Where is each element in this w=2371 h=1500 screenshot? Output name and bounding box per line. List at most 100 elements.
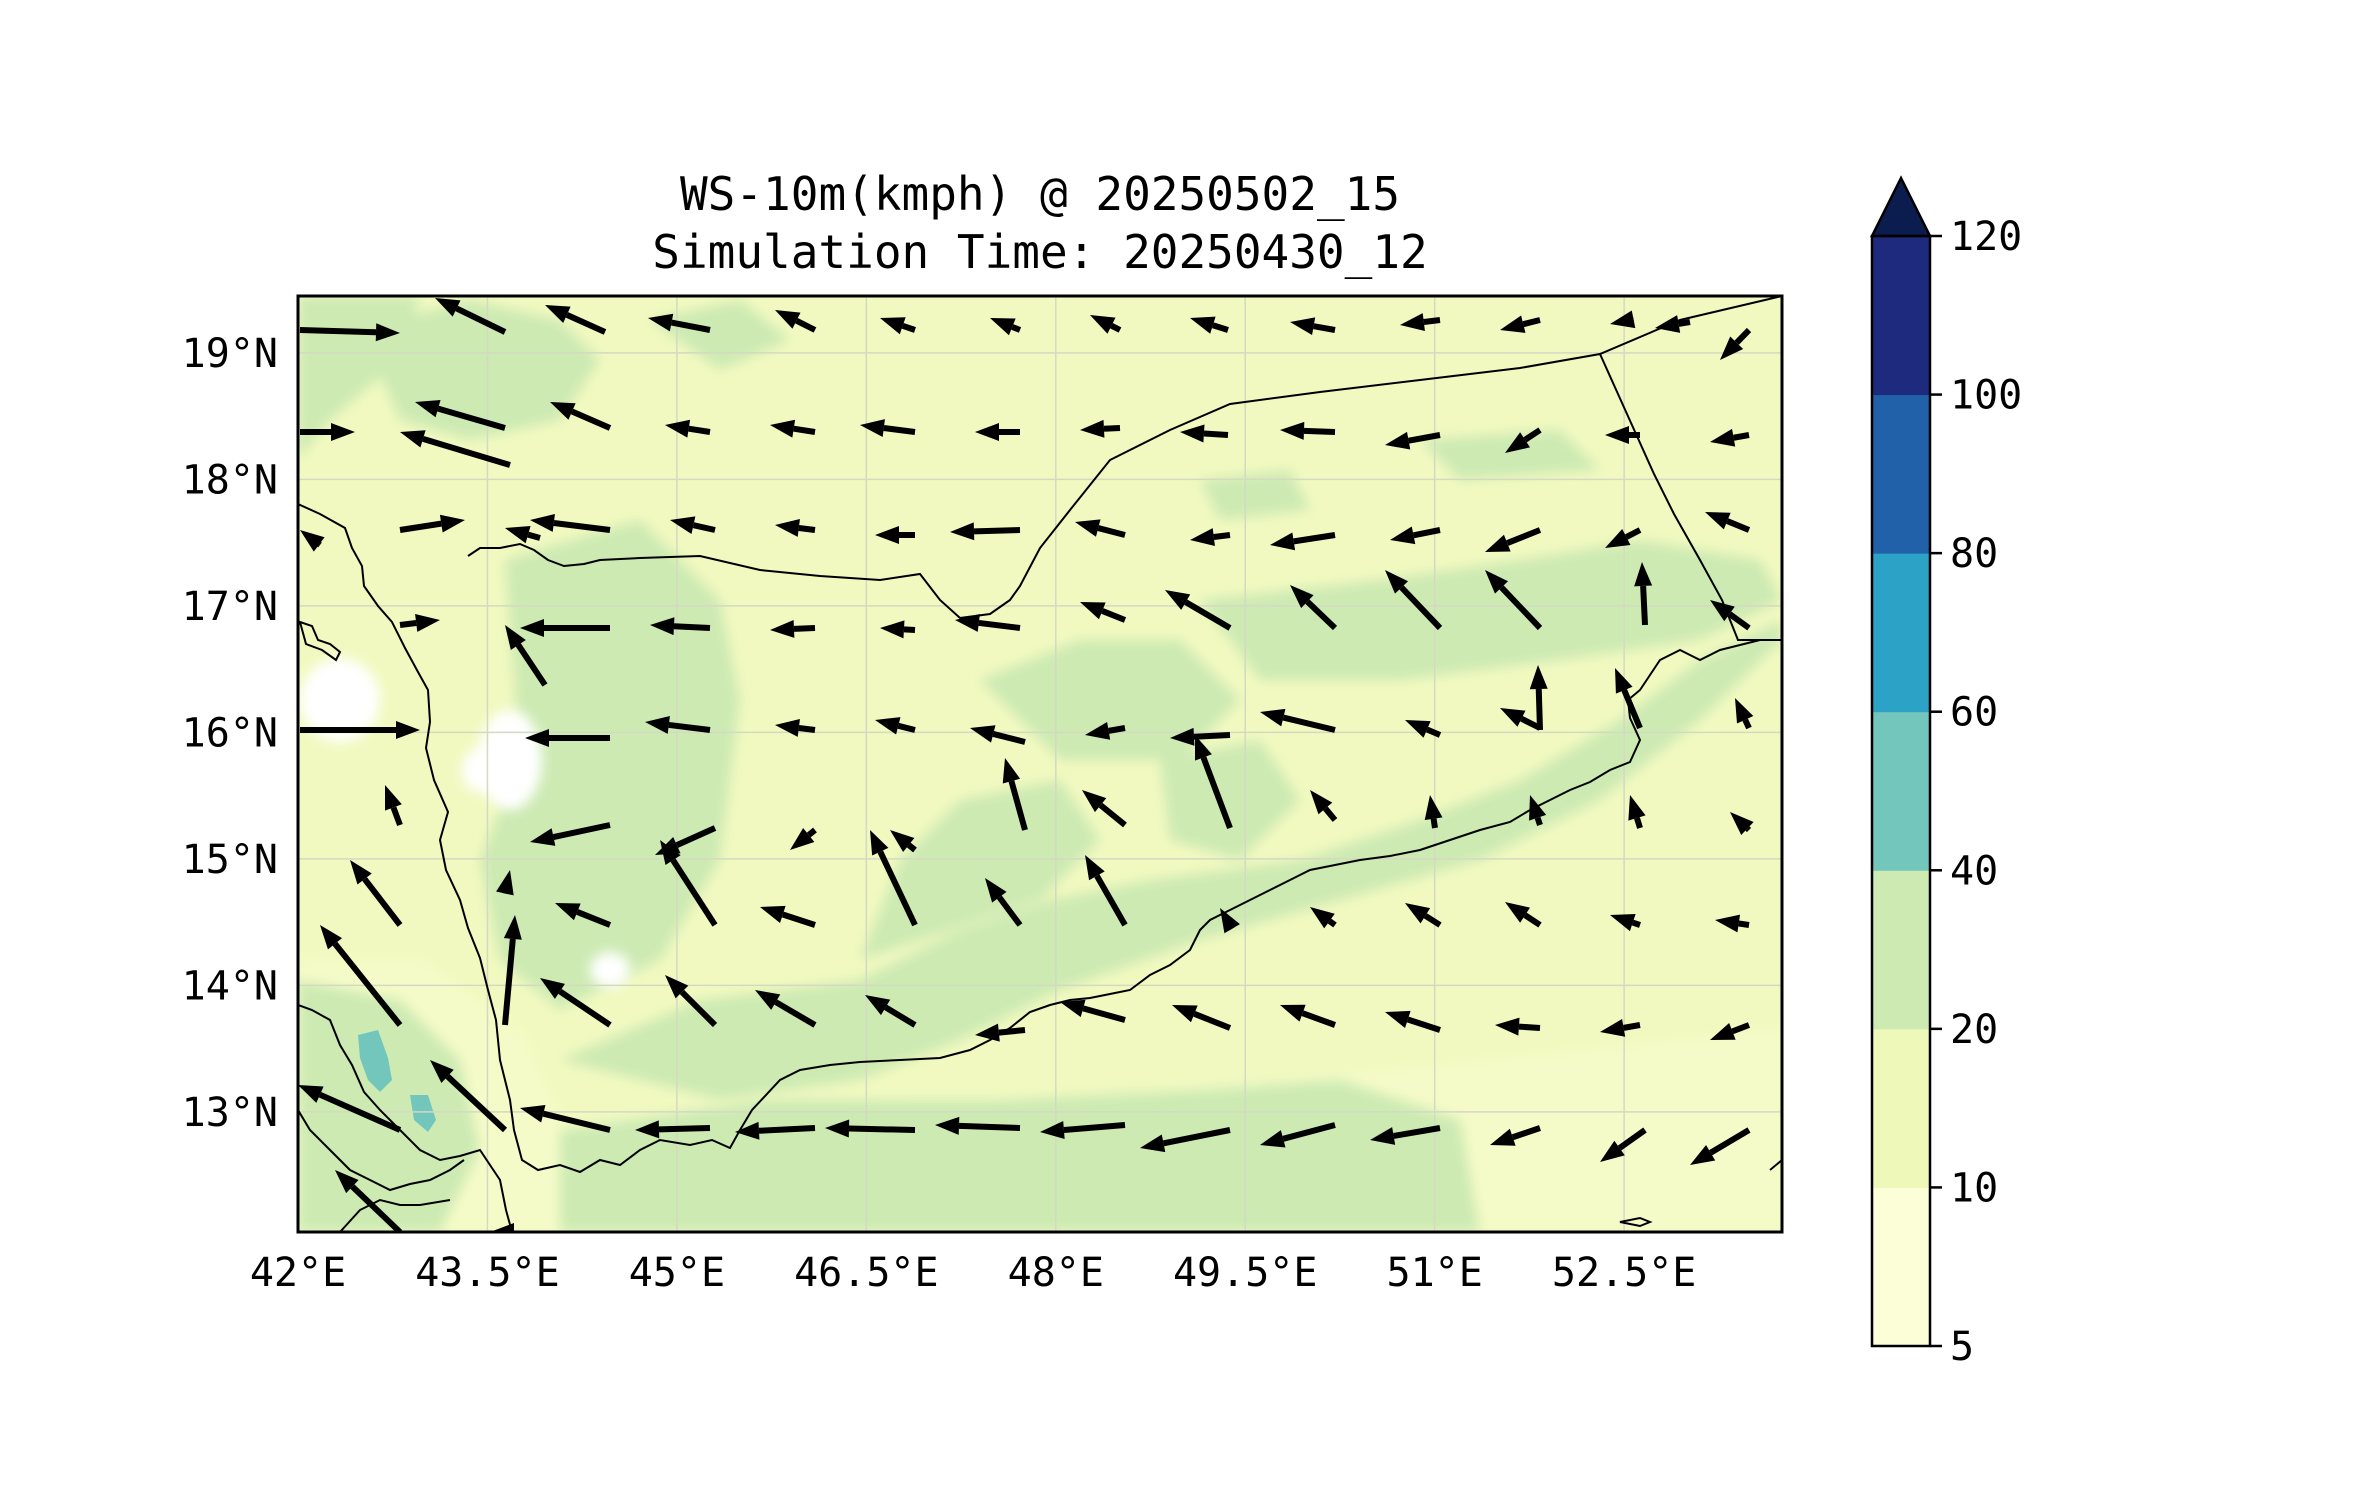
x-tick-label: 51°E [1387,1250,1483,1296]
wind-arrow [775,719,816,737]
colorbar-segment [1872,1187,1930,1347]
x-axis-ticks: 42°E 43.5°E 45°E 46.5°E 48°E 49.5°E 51°E 52.5°E [250,1250,1697,1296]
wind-arrow [935,1116,1021,1135]
wind-arrow [1495,1017,1541,1036]
wind-arrow [955,613,1021,632]
wind-arrow [990,318,1022,336]
wind-arrow [1735,698,1754,730]
wind-arrow [1260,708,1336,733]
wind-arrow [1500,315,1541,333]
wind-arrow [645,715,711,734]
map-area [296,294,1784,1234]
wind-arrow [385,785,403,827]
wind-arrow [1710,428,1750,447]
colorbar-label: 5 [1950,1324,1974,1370]
wind-arrow [1310,907,1337,929]
wind-arrow [1140,1127,1231,1153]
wind-arrow [1385,570,1443,631]
wind-arrow [975,1023,1026,1042]
wind-speed-fill [298,296,1782,1232]
wind-arrow [525,729,610,747]
wind-arrow [335,1170,403,1232]
wind-arrow [1310,790,1338,822]
x-tick-label: 45°E [629,1250,725,1296]
colorbar-label: 80 [1950,531,1998,577]
wind-arrow [770,419,816,438]
wind-arrow [635,1120,711,1139]
wind-arrow [1600,1018,1641,1037]
wind-arrow [1085,721,1126,740]
wind-arrow [1424,795,1443,829]
colorbar-label: 20 [1950,1007,1998,1053]
wind-arrow [399,514,465,533]
colorbar-label: 10 [1950,1165,1998,1211]
colorbar-segment [1872,870,1930,1030]
wind-arrow [665,975,718,1028]
colorbar-segment [1872,394,1930,554]
wind-arrow [530,822,611,846]
wind-arrow [825,1119,916,1138]
wind-arrow [1529,665,1548,731]
wind-arrow [975,423,1020,441]
x-tick-label: 43.5°E [415,1250,560,1296]
wind-arrow [1615,668,1643,730]
wind-arrow [1002,758,1028,831]
wind-arrow [1600,1127,1647,1162]
wind-arrow [505,525,541,544]
wind-arrow [650,617,711,636]
wind-arrow [1165,590,1232,631]
wind-arrow [1605,426,1640,444]
y-tick-label: 13°N [182,1090,278,1136]
wind-arrow [350,860,403,927]
wind-arrow [1628,795,1646,829]
wind-arrow [1280,1004,1337,1028]
wind-arrow [875,526,915,544]
wind-arrow [1190,316,1229,334]
wind-arrow [790,827,817,850]
wind-arrow [520,619,610,637]
wind-arrow [540,978,612,1028]
wind-arrow [1400,313,1441,331]
wind-arrow [1710,1022,1751,1040]
wind-arrow [1040,1121,1126,1139]
wind-arrow [1730,812,1754,836]
wind-arrow [985,878,1023,927]
wind-arrow [950,522,1021,541]
wind-arrow [430,1060,508,1133]
wind-vectors [298,298,1754,1232]
y-tick-label: 14°N [182,963,278,1009]
title-line-1: WS-10m(kmph) @ 20250502_15 [680,167,1400,221]
wind-arrow [1370,1125,1441,1145]
wind-arrow [1405,903,1442,928]
lake-shading [358,1030,436,1132]
wind-arrow [1610,914,1641,932]
wind-arrow [1195,735,1233,830]
wind-arrow [670,516,716,534]
wind-arrow [1705,512,1751,533]
wind-arrow [1605,527,1642,548]
wind-arrow [1655,315,1691,333]
wind-arrow [665,419,711,438]
wind-arrow [490,1223,514,1232]
wind-arrow [399,614,440,632]
wind-arrow [435,298,507,335]
y-tick-label: 17°N [182,584,278,630]
wind-arrow [555,903,612,928]
wind-arrow [1715,914,1750,933]
coastline-arabia-west [298,503,1782,1174]
wind-arrow [1505,427,1542,453]
wind-arrow [1060,999,1126,1023]
coastlines-and-borders [298,296,1782,1232]
colorbar: 5 10 20 40 60 80 100 120 [1869,175,2022,1370]
wind-arrow [505,625,548,687]
colorbar-segment [1872,711,1930,871]
wind-arrow [775,310,817,333]
wind-arrow [890,830,917,853]
wind-arrow [648,313,711,333]
wind-arrow [755,990,817,1028]
wind-arrow [300,721,420,739]
wind-arrow [545,305,607,335]
wind-arrow [1390,526,1441,545]
wind-arrow [1720,327,1752,360]
y-axis-ticks: 19°N 18°N 17°N 16°N 15°N 14°N 13°N [182,331,278,1136]
